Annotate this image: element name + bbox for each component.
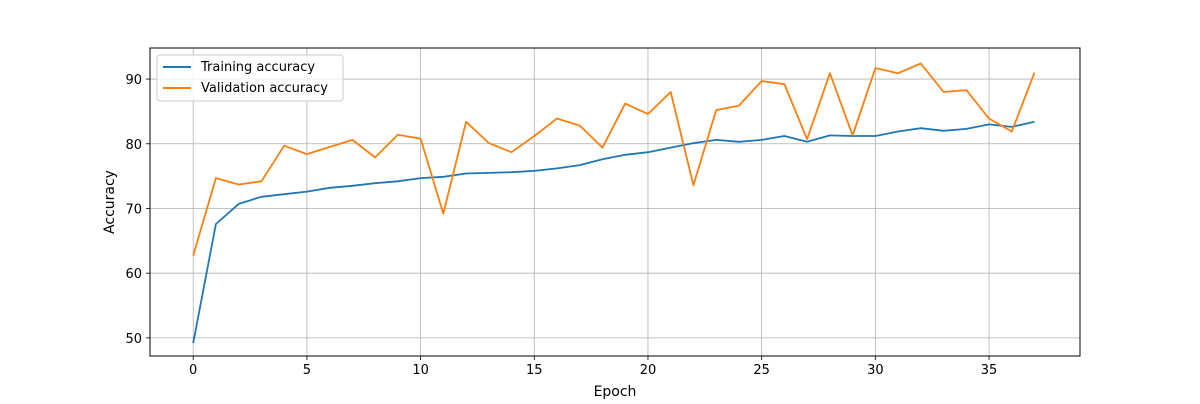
x-tick-label: 20 [640,363,657,378]
legend-box [156,54,344,102]
legend: Training accuracy Validation accuracy [156,54,344,102]
y-tick-label: 60 [125,267,142,282]
x-tick-label: 0 [189,363,197,378]
series-lines [192,62,1036,344]
x-tick-label: 25 [753,363,770,378]
legend-label-training: Training accuracy [200,60,315,75]
y-tick-label: 90 [125,73,142,88]
plot-area-border [149,47,1081,357]
x-tick-label: 10 [412,363,429,378]
x-tick-label: 30 [867,363,884,378]
legend-label-validation: Validation accuracy [201,81,328,96]
y-tick-label: 50 [125,332,142,347]
grid [150,48,1080,356]
validation-accuracy-line [192,62,1036,256]
y-tick-label: 80 [125,138,142,153]
axis-ticks: 0 5 10 15 20 25 30 35 50 60 70 80 90 [125,73,997,378]
training-accuracy-line [192,120,1035,344]
x-tick-label: 5 [303,363,311,378]
x-axis-label: Epoch [594,384,637,400]
y-tick-label: 70 [125,202,142,217]
x-tick-label: 15 [526,363,543,378]
x-tick-label: 35 [981,363,998,378]
y-axis-label: Accuracy [102,170,118,234]
